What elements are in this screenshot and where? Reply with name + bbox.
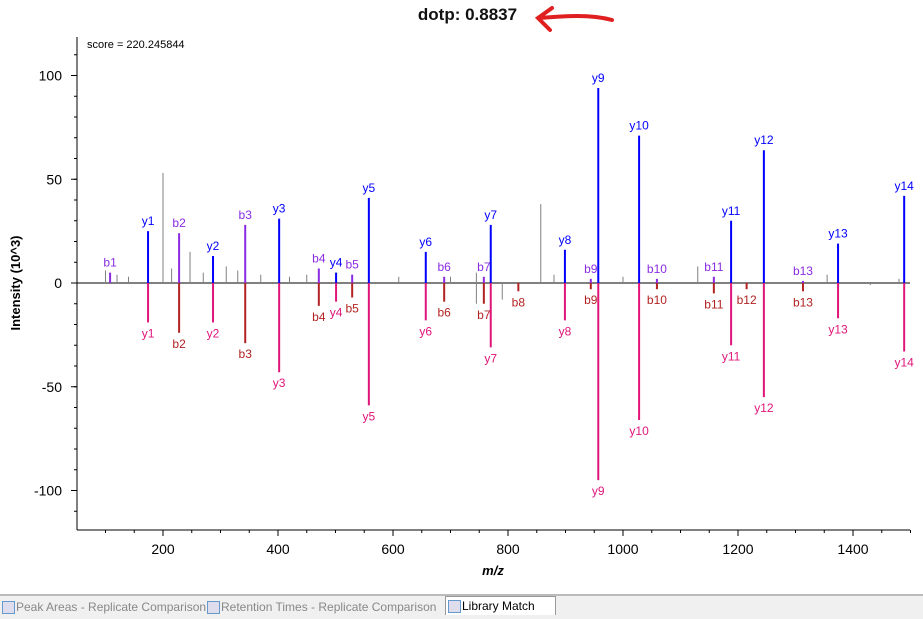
y-tick-label: 50 <box>46 171 62 187</box>
peak-label-y3: y3 <box>273 376 286 390</box>
peak-label-b8: b8 <box>512 295 526 309</box>
peak-label-y4: y4 <box>330 256 343 270</box>
peak-label-y14: y14 <box>894 355 914 369</box>
peak-label-y7: y7 <box>484 351 497 365</box>
y-tick-label: -50 <box>42 379 62 395</box>
axes: -100 -50 0 50 100 200 400 600 800 1000 1200 1400 <box>34 37 911 557</box>
red-arrow-annotation <box>534 6 614 32</box>
peak-label-b7: b7 <box>477 308 491 322</box>
chart-title: dotp: 0.8837 <box>417 5 518 24</box>
tab-label: Library Match <box>462 599 535 613</box>
peak-label-b4: b4 <box>312 310 326 324</box>
peak-label-y8: y8 <box>559 324 572 338</box>
peak-label-y9: y9 <box>592 484 605 498</box>
peak-label-y7: y7 <box>484 208 497 222</box>
x-tick-label: 400 <box>266 541 290 557</box>
peak-label-b6: b6 <box>437 260 451 274</box>
y-tick-label: 100 <box>39 68 63 84</box>
peak-label-b6: b6 <box>437 306 451 320</box>
peak-label-y10: y10 <box>629 119 649 133</box>
peak-label-y12: y12 <box>754 133 774 147</box>
peak-label-y2: y2 <box>207 239 220 253</box>
peak-label-b13: b13 <box>793 295 813 309</box>
peak-label-y5: y5 <box>363 181 376 195</box>
y-axis-label: Intensity (10^3) <box>8 235 23 330</box>
chart-icon <box>2 601 15 614</box>
tab-label: Retention Times - Replicate Comparison <box>221 600 437 614</box>
tab-bar: Peak Areas - Replicate Comparison Retent… <box>0 594 923 619</box>
x-axis-label: m/z <box>482 563 504 578</box>
peak-label-y9: y9 <box>592 71 605 85</box>
peak-label-b1: b1 <box>103 256 117 270</box>
score-annotation: score = 220.245844 <box>87 39 185 51</box>
peak-label-b2: b2 <box>172 337 186 351</box>
peak-label-y1: y1 <box>142 326 155 340</box>
peak-label-y3: y3 <box>273 202 286 216</box>
peak-label-y5: y5 <box>363 409 376 423</box>
x-tick-label: 800 <box>496 541 520 557</box>
peak-label-b12: b12 <box>737 293 757 307</box>
peak-label-y2: y2 <box>207 326 220 340</box>
peak-label-y1: y1 <box>142 214 155 228</box>
tab-library-match[interactable]: Library Match <box>445 596 556 615</box>
chart-icon <box>448 600 461 613</box>
x-tick-label: 1200 <box>722 541 753 557</box>
peak-label-b5: b5 <box>345 258 359 272</box>
tab-retention-times[interactable]: Retention Times - Replicate Comparison <box>205 598 457 616</box>
peak-label-b10: b10 <box>647 262 667 276</box>
tab-peak-areas[interactable]: Peak Areas - Replicate Comparison <box>0 598 216 616</box>
x-tick-label: 200 <box>151 541 175 557</box>
peak-label-b9: b9 <box>584 293 598 307</box>
peak-label-b13: b13 <box>793 264 813 278</box>
peak-label-y13: y13 <box>828 322 848 336</box>
peak-label-y6: y6 <box>419 235 432 249</box>
tab-label: Peak Areas - Replicate Comparison <box>16 600 207 614</box>
peak-label-y6: y6 <box>419 324 432 338</box>
peak-label-y8: y8 <box>559 233 572 247</box>
peak-label-b4: b4 <box>312 251 326 265</box>
peak-label-b2: b2 <box>172 216 186 230</box>
peak-label-b9: b9 <box>584 262 598 276</box>
peak-label-y11: y11 <box>722 349 741 363</box>
peak-label-b11: b11 <box>704 260 723 274</box>
x-tick-label: 1000 <box>607 541 638 557</box>
peak-label-y4: y4 <box>330 306 343 320</box>
chart-icon <box>207 601 220 614</box>
peak-label-y11: y11 <box>722 204 741 218</box>
peak-label-b7: b7 <box>477 260 491 274</box>
peak-label-y13: y13 <box>828 227 848 241</box>
peak-label-y14: y14 <box>894 179 914 193</box>
peak-label-b10: b10 <box>647 293 667 307</box>
peak-label-b3: b3 <box>239 347 253 361</box>
peak-label-y10: y10 <box>629 424 649 438</box>
x-tick-label: 1400 <box>837 541 868 557</box>
y-tick-label: 0 <box>54 275 62 291</box>
peak-label-b5: b5 <box>345 302 359 316</box>
peak-label-y12: y12 <box>754 401 774 415</box>
peak-label-b3: b3 <box>239 208 253 222</box>
spectrum-chart: -100 -50 0 50 100 200 400 600 800 1000 1200 1400 b1… <box>8 6 914 578</box>
peak-label-b11: b11 <box>704 297 723 311</box>
y-tick-label: -100 <box>34 483 62 499</box>
x-tick-label: 600 <box>381 541 405 557</box>
